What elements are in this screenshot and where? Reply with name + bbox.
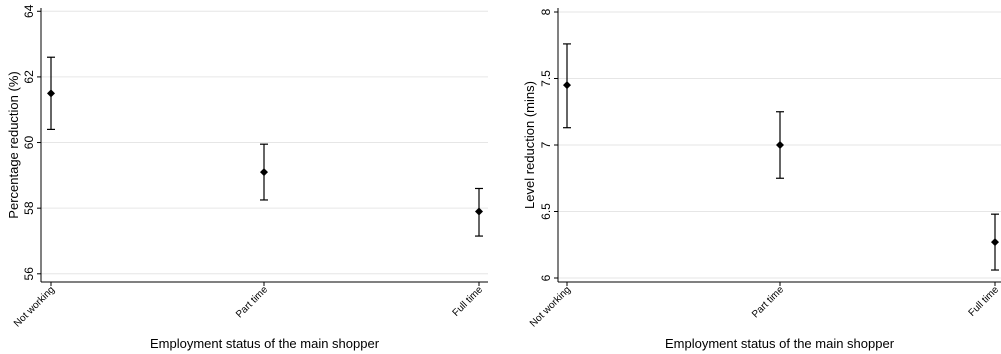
y-tick-label: 58 (22, 201, 36, 215)
x-tick-label: Part time (234, 284, 270, 320)
x-tick-label: Not working (12, 284, 57, 329)
x-tick-label: Full time (967, 284, 1001, 319)
data-point (563, 81, 571, 90)
y-tick-label: 6 (539, 274, 553, 281)
y-tick-label: 6.5 (539, 203, 553, 220)
chart-panel-level: 6 6.5 7 7.5 8 Not working Part time Full time Le… (522, 8, 1001, 351)
y-tick-label: 56 (22, 267, 36, 281)
data-point (991, 238, 999, 247)
data-point (475, 207, 483, 216)
x-tick-label: Full time (451, 284, 486, 319)
y-axis-title: Percentage reduction (%) (6, 71, 21, 218)
y-tick-label: 7.5 (539, 70, 553, 87)
x-tick-label: Part time (750, 284, 786, 320)
y-tick-label: 7 (539, 141, 553, 148)
data-point (47, 89, 55, 98)
x-tick-label: Not working (528, 284, 573, 329)
y-tick-label: 62 (22, 70, 36, 84)
x-axis-title: Employment status of the main shopper (665, 336, 895, 351)
chart-panel-percentage: 56 58 60 62 64 Not working Part time Full time P… (6, 4, 488, 351)
y-tick-label: 8 (539, 8, 553, 15)
y-axis-title: Level reduction (mins) (522, 81, 537, 209)
y-tick-label: 64 (22, 4, 36, 18)
x-axis-title: Employment status of the main shopper (150, 336, 380, 351)
data-point (776, 141, 784, 149)
y-tick-label: 60 (22, 136, 36, 150)
data-point (260, 168, 268, 177)
